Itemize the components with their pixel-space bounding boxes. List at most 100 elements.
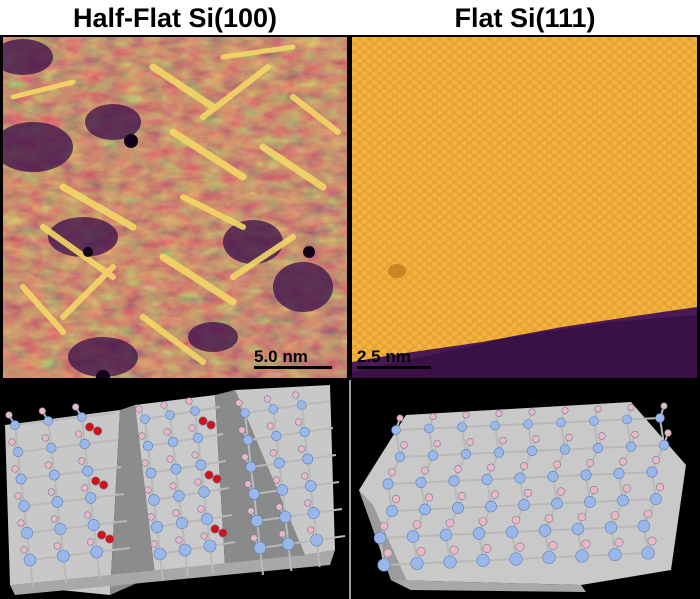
si-atom [201,513,214,526]
o-atom [105,534,115,544]
si-atom [448,475,460,487]
h-atom [247,507,255,515]
stm-dark-pits [83,134,315,378]
h-atom [197,505,205,513]
si-atom [43,416,54,426]
si-atom [622,414,632,425]
bond [585,472,620,476]
si-atom [580,469,592,481]
h-atom [169,482,177,490]
si-atom [190,406,200,416]
h-atom [594,405,602,413]
h-atom [78,457,86,465]
si-atom [391,425,401,435]
h-atom [194,478,202,486]
si-atom [10,420,20,430]
h-atom [528,408,536,416]
si-atom [526,445,538,457]
h-atom [135,405,143,413]
si-atom [419,503,431,516]
h-atom [388,468,396,476]
si-atom [253,541,267,555]
si-atom [394,451,406,463]
h-atom [482,544,492,554]
h-atom [383,548,393,558]
h-atom [433,439,441,448]
si-atom [273,457,285,469]
bond [461,424,496,428]
h-atom [17,519,25,527]
si-atom [304,480,317,492]
bond [51,443,85,449]
si-atom [173,490,185,502]
h-atom [556,487,566,496]
bond [387,481,422,485]
si-atom [460,448,472,460]
bond [560,420,595,424]
si-atom [48,469,60,481]
h-atom [304,499,312,507]
h-atom [278,530,286,538]
h-atom [660,402,668,410]
o-atom [91,476,101,486]
h-atom [511,515,521,525]
si-atom [457,422,467,432]
h-atom [462,411,470,419]
h-atom [495,409,503,417]
h-atom [53,542,61,550]
bond [17,447,52,453]
h-atom [631,430,639,439]
si-atom [514,472,526,484]
si-atom [410,556,424,571]
si-atom [87,519,100,532]
h-atom [295,418,303,426]
si-atom [382,478,394,490]
si-atom [571,522,585,536]
scale-bar-label-left: 5.0 nm [254,347,308,366]
h-atom [664,429,672,437]
si-atom [57,549,70,563]
h-atom [565,433,573,442]
h-atom [598,432,606,440]
bond [20,474,55,480]
si-atom [79,438,90,450]
panel-divider [349,380,351,599]
si-atom [240,408,250,418]
h-atom [250,534,258,542]
h-atom [81,484,89,492]
si-atom [82,465,94,477]
bond [527,421,562,425]
h-atom [47,488,55,496]
h-atom [421,466,429,475]
h-atom [400,441,408,449]
h-atom [561,406,569,414]
si-atom [245,461,257,473]
si-atom [575,549,589,563]
h-atom [41,434,49,442]
bond [626,417,661,421]
h-atom [141,459,149,467]
h-atom [298,445,306,453]
atomic-model-half-flat [0,380,349,599]
h-atom [647,536,657,546]
si-atom [443,555,457,569]
scale-bar-left: 5.0 nm [254,348,332,369]
bond [81,412,116,418]
h-atom [379,521,389,531]
si-atom [655,413,665,423]
h-atom [266,422,274,430]
si-atom [538,524,552,537]
si-atom [195,459,207,471]
o-atom [210,524,220,534]
bond [465,451,500,455]
h-atom [8,438,16,446]
o-atom [206,420,216,430]
si-atom [170,463,182,475]
scale-bar-line-right [357,366,431,369]
h-atom [235,399,243,407]
si-atom [658,439,670,451]
si-atom [299,426,310,438]
si-atom [90,545,103,559]
h-atom [138,432,146,440]
bond [87,466,122,472]
